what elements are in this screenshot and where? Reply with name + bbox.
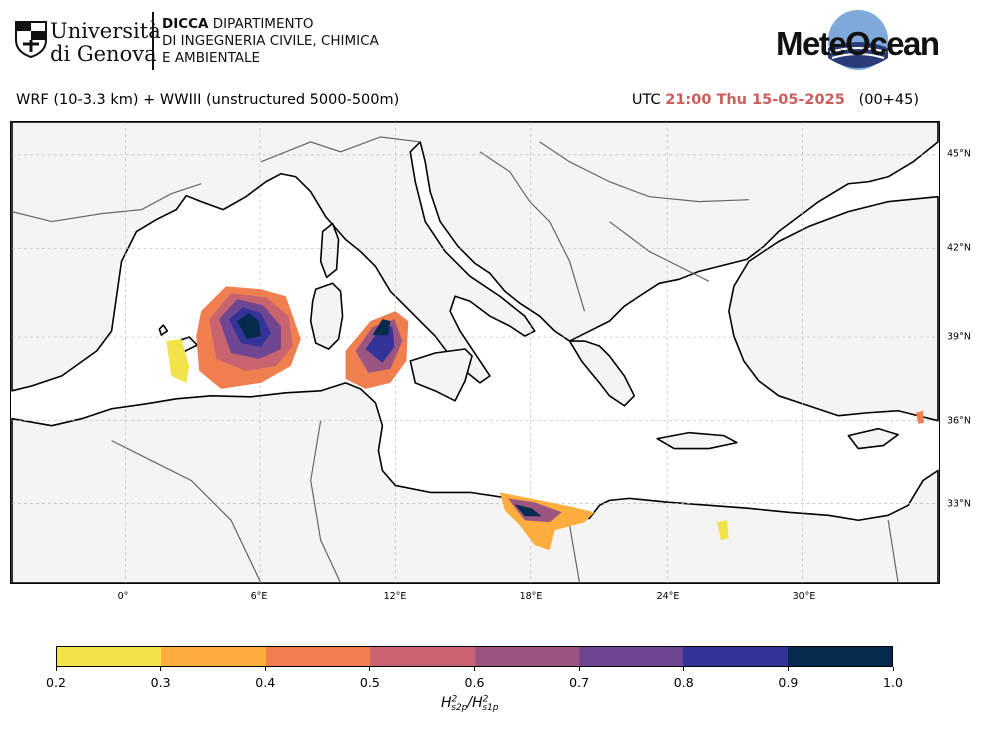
utc-label: UTC	[631, 92, 661, 108]
x-tick-label: 30°E	[792, 591, 816, 602]
colorbar-tick-label: 0.2	[46, 675, 66, 690]
meteocean-logo: MeteOcean	[776, 10, 940, 70]
meteocean-logo-text: MeteOcean	[776, 25, 939, 62]
colorbar-tick-mark	[578, 667, 580, 671]
x-tick-label: 24°E	[656, 591, 680, 602]
wave-ratio-patch-tyrrhenian	[345, 311, 409, 389]
department-line-1: DIPARTIMENTO	[208, 16, 314, 32]
y-tick-label: 33°N	[947, 498, 971, 510]
colorbar-tick-mark	[160, 667, 162, 671]
mediterranean-map	[11, 122, 939, 583]
forecast-time: 21:00 Thu 15-05-2025	[665, 92, 845, 108]
y-tick-label: 42°N	[947, 242, 971, 254]
colorbar-tick-label: 0.9	[778, 675, 799, 690]
forecast-lead: (00+45)	[858, 92, 919, 108]
colorbar-tick-mark	[264, 667, 266, 671]
map-panel	[10, 121, 940, 584]
land-areas	[11, 122, 939, 583]
colorbar-label-numerator: H2s2p	[441, 694, 468, 714]
colorbar-tick-label: 0.6	[464, 675, 485, 690]
department-abbr: DICCA	[162, 16, 209, 32]
colorbar-tick-label: 0.3	[150, 675, 171, 690]
university-line-2: di Genova	[50, 42, 157, 66]
colorbar-label: H2s2p/H2s1p	[441, 694, 499, 714]
colorbar-tick-label: 0.8	[673, 675, 694, 690]
university-crest-icon	[15, 21, 47, 58]
department-line-2: DI INGEGNERIA CIVILE, CHIMICA	[162, 33, 379, 49]
colorbar-tick-mark	[787, 667, 789, 671]
colorbar-segment	[787, 647, 892, 666]
run-info: UTC 21:00 Thu 15-05-2025 (00+45)	[632, 92, 919, 108]
colorbar-tick-mark	[892, 667, 894, 671]
colorbar-tick-mark	[474, 667, 475, 671]
colorbar-segment	[474, 647, 579, 666]
model-title: WRF (10-3.3 km) + WWIII (unstructured 50…	[16, 92, 400, 108]
colorbar-tick-mark	[683, 667, 685, 671]
colorbar-tick-label: 1.0	[883, 675, 903, 690]
colorbar-segment	[57, 647, 162, 666]
department-name: DICCA DIPARTIMENTO DI INGEGNERIA CIVILE,…	[162, 16, 379, 67]
wave-ratio-patch-balearic	[166, 286, 301, 389]
colorbar-segment	[161, 647, 266, 666]
university-line-1: Università	[50, 19, 161, 43]
colorbar-segment	[370, 647, 475, 666]
colorbar-label-denominator: H2s1p	[472, 694, 499, 714]
colorbar	[56, 646, 893, 667]
colorbar-tick-label: 0.4	[255, 675, 276, 690]
x-tick-label: 12°E	[383, 591, 407, 602]
colorbar-tick-label: 0.7	[569, 675, 590, 690]
country-borders	[11, 136, 899, 583]
colorbar-segment	[578, 647, 684, 666]
colorbar-tick-label: 0.5	[359, 675, 380, 690]
x-tick-label: 18°E	[519, 591, 543, 602]
x-tick-label: 6°E	[250, 591, 268, 602]
x-tick-label: 0°	[117, 591, 129, 602]
y-tick-label: 39°N	[947, 331, 971, 343]
y-tick-label: 36°N	[947, 415, 971, 427]
header-divider	[152, 12, 154, 70]
colorbar-tick-mark	[369, 667, 371, 671]
colorbar-segment	[683, 647, 788, 666]
y-tick-label: 45°N	[947, 148, 971, 160]
university-name: Università di Genova	[50, 20, 161, 66]
department-line-3: E AMBIENTALE	[162, 50, 261, 66]
colorbar-segment	[265, 647, 371, 666]
colorbar-tick-mark	[55, 667, 57, 671]
wave-ratio-patch-libya	[499, 410, 925, 551]
